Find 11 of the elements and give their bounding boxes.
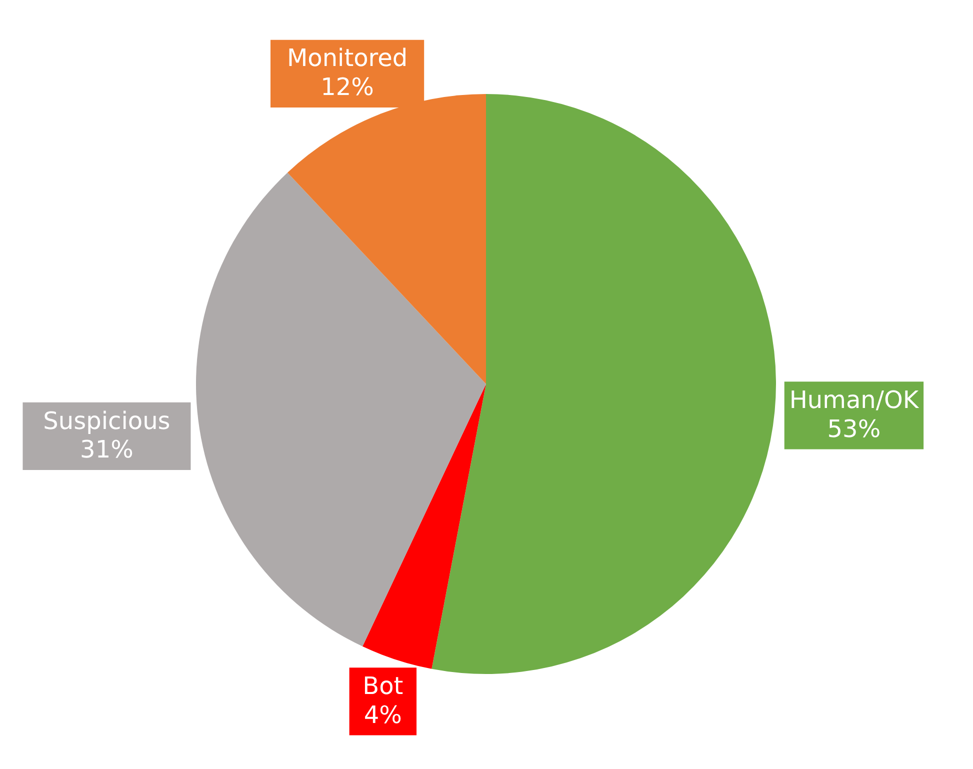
- slice-label: Monitored: [286, 44, 408, 72]
- slice-label: Suspicious: [43, 406, 170, 435]
- data-label: 4%: [364, 700, 402, 729]
- pie-slice: [362, 384, 486, 669]
- data-label: 31%: [80, 436, 134, 464]
- slice-label: Bot: [362, 672, 404, 700]
- pie-slice: [196, 172, 486, 646]
- data-label: 53%: [827, 414, 881, 443]
- data-label: 12%: [320, 73, 374, 102]
- pie-slice: [432, 94, 776, 674]
- slice-label: Human/OK: [789, 386, 920, 414]
